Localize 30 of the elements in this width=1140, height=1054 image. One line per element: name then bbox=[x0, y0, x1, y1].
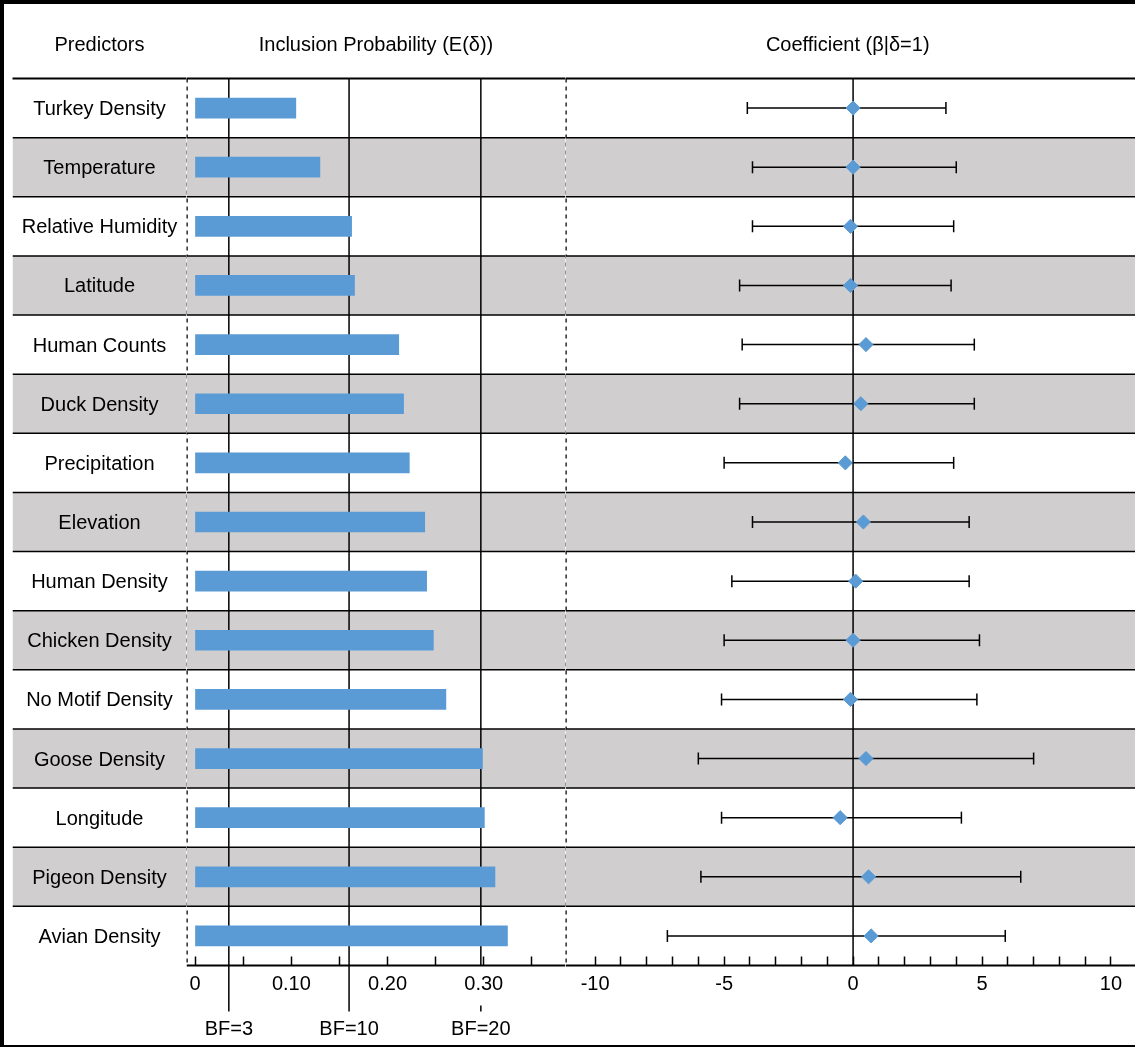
x-tick-label: -10 bbox=[580, 971, 610, 994]
y-tick-label: Goose Density bbox=[33, 747, 166, 770]
y-tick-label: Longitude bbox=[55, 806, 144, 829]
x-tick-label: -5 bbox=[715, 971, 734, 994]
x-tick-label: 0.10 bbox=[271, 971, 311, 994]
x-tick-label: 0 bbox=[847, 971, 859, 994]
y-tick-label: Human Counts bbox=[32, 333, 167, 356]
x-tick-label: 0.30 bbox=[464, 971, 504, 994]
y-tick-label: Avian Density bbox=[38, 924, 161, 947]
y-tick-label: Human Density bbox=[31, 570, 168, 593]
x-tick-label: 5 bbox=[976, 971, 988, 994]
y-tick-label: Turkey Density bbox=[33, 97, 166, 120]
y-tick-label: Precipitation bbox=[44, 451, 155, 474]
y-tick-label: Temperature bbox=[43, 156, 156, 179]
y-tick-label: Duck Density bbox=[40, 392, 159, 415]
y-tick-label: Pigeon Density bbox=[32, 865, 167, 888]
y-tick-label: Relative Humidity bbox=[21, 215, 178, 238]
y-tick-label: No Motif Density bbox=[26, 688, 173, 711]
y-tick-label: Latitude bbox=[63, 274, 136, 297]
chart-title: Coefficient (β|δ=1) bbox=[765, 32, 930, 55]
text: BF=3 bbox=[204, 1016, 253, 1039]
text: BF=10 bbox=[319, 1016, 379, 1039]
y-tick-label: Elevation bbox=[58, 511, 141, 533]
text: BF=20 bbox=[451, 1016, 511, 1039]
x-tick-label: 0.20 bbox=[368, 971, 408, 994]
x-tick-label: 0 bbox=[189, 971, 201, 994]
y-axis-title: Predictors bbox=[54, 32, 145, 55]
x-tick-label: 10 bbox=[1099, 971, 1123, 994]
y-tick-label: Chicken Density bbox=[27, 629, 172, 652]
chart-title: Inclusion Probability (E(δ)) bbox=[258, 32, 494, 55]
